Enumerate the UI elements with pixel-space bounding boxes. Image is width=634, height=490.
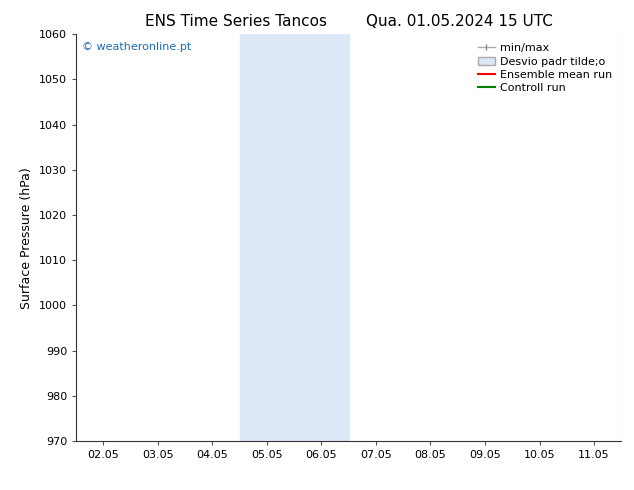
Legend: min/max, Desvio padr tilde;o, Ensemble mean run, Controll run: min/max, Desvio padr tilde;o, Ensemble m… [475, 40, 616, 97]
Title: ENS Time Series Tancos        Qua. 01.05.2024 15 UTC: ENS Time Series Tancos Qua. 01.05.2024 1… [145, 14, 553, 29]
Bar [621, 34, 634, 441]
Text: © weatheronline.pt: © weatheronline.pt [82, 43, 191, 52]
Bar [240, 34, 294, 441]
Y-axis label: Surface Pressure (hPa): Surface Pressure (hPa) [20, 167, 34, 309]
Bar [294, 34, 349, 441]
